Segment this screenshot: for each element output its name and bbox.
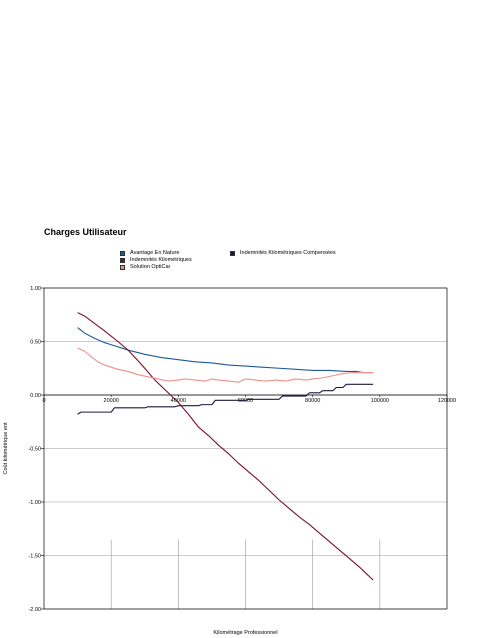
series-line-solution-opticar	[77, 347, 374, 383]
x-tick-label: 100000	[371, 398, 389, 404]
grid-layer	[44, 341, 447, 609]
y-tick-label: 0.00	[30, 393, 41, 399]
y-tick-label: -0.50	[28, 447, 41, 453]
series-line-indemnites-kilometriques	[77, 312, 374, 581]
y-tick-label: -2.00	[28, 607, 41, 613]
x-tick-label: 80000	[305, 398, 320, 404]
x-tick-label: 20000	[104, 398, 119, 404]
series-line-avantage-en-nature	[77, 327, 374, 374]
x-tick-label: 120000	[438, 398, 456, 404]
y-tick-label: 0.50	[30, 340, 41, 346]
x-tick-label: 40000	[171, 398, 186, 404]
x-tick-label: 60000	[238, 398, 253, 404]
series-line-indemnites-kilometriques-compensees	[77, 383, 374, 415]
chart-title: Charges Utilisateur	[44, 227, 127, 237]
tick-labels: 1.00 0.50 0.00 -0.50 -1.00 -1.50 -2.00 0 20000 40…	[3, 286, 456, 636]
y-axis-title: Coût kilométrique ent	[3, 422, 9, 474]
y-tick-label: -1.50	[28, 554, 41, 560]
y-tick-label: 1.00	[30, 286, 41, 292]
x-tick-label: 0	[42, 398, 45, 404]
axis-layer	[41, 287, 448, 610]
series-layer	[77, 312, 374, 581]
y-tick-label: -1.00	[28, 500, 41, 506]
x-axis-title: Kilométrage Professionnel	[213, 630, 277, 636]
